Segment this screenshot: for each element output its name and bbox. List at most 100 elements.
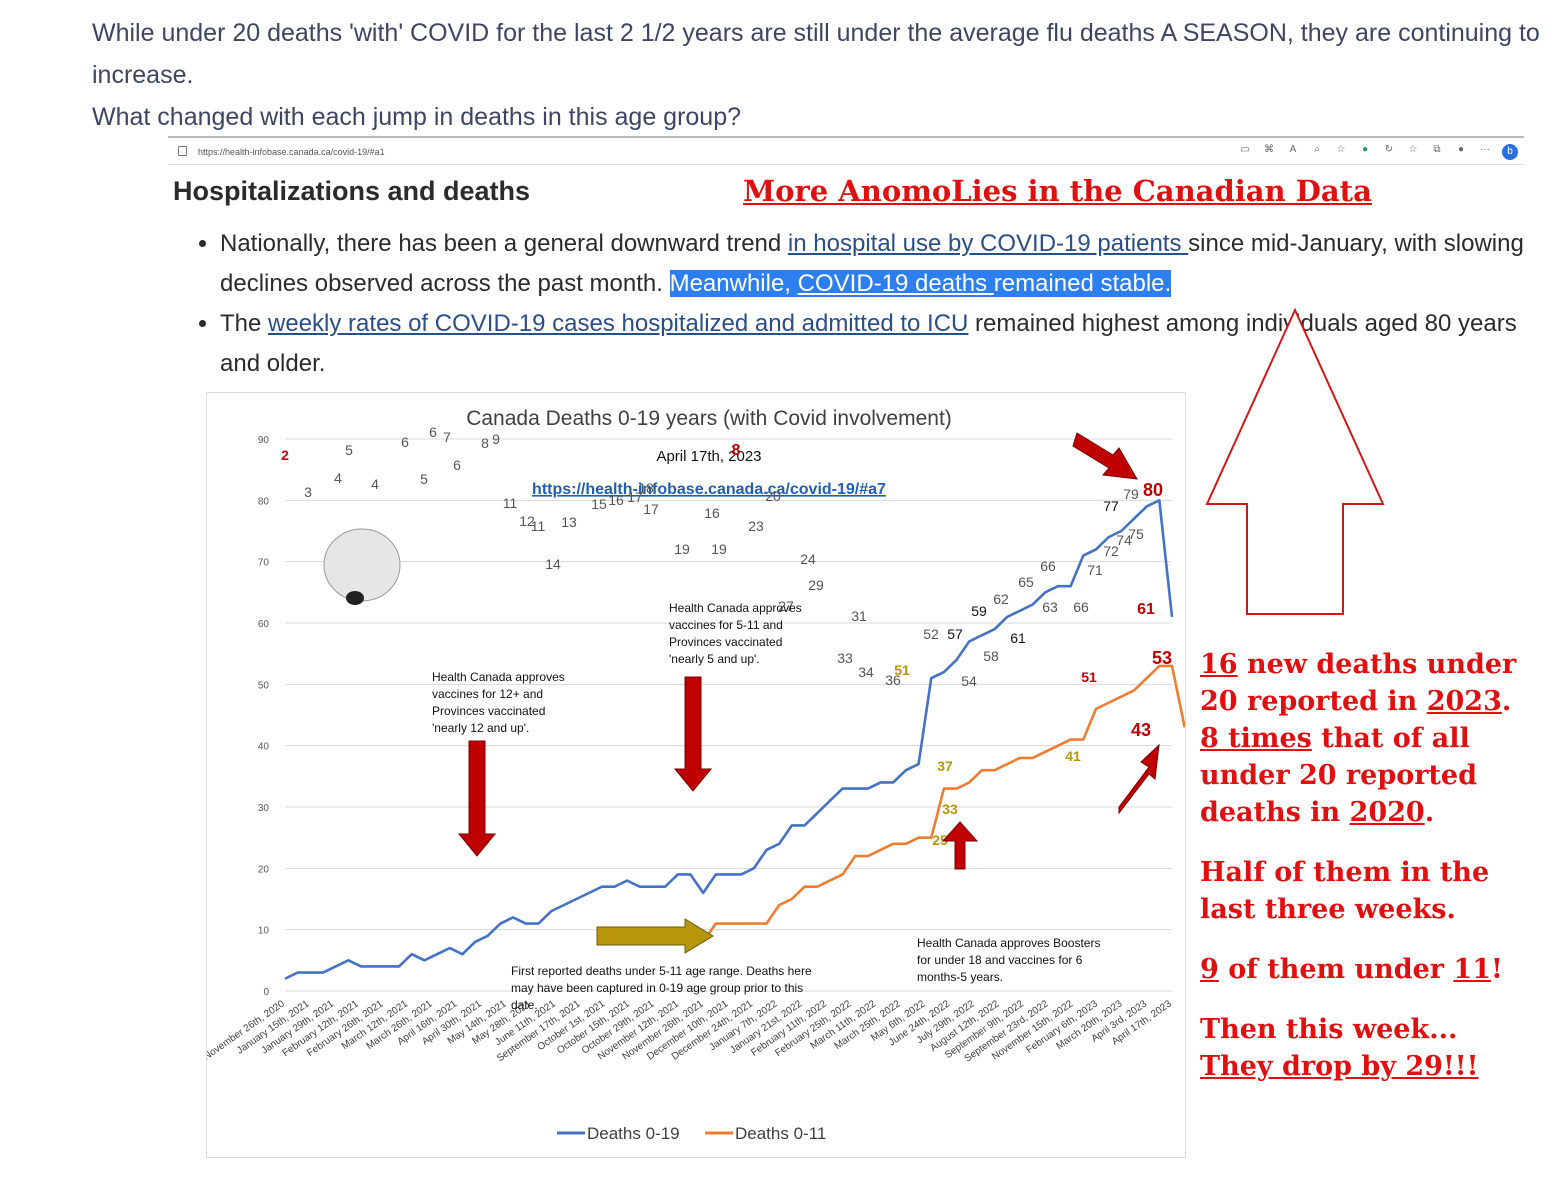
point-label: 61 xyxy=(1137,601,1155,618)
point-label: 16 xyxy=(704,505,720,521)
note-text: ! xyxy=(1491,954,1503,985)
point-label: 71 xyxy=(1087,562,1103,578)
point-label: 11 xyxy=(531,518,546,534)
point-label: 17 xyxy=(643,501,659,517)
legend-label: Deaths 0-19 xyxy=(587,1124,680,1143)
refresh-icon[interactable]: ↻ xyxy=(1384,144,1394,155)
profile-icon[interactable]: ● xyxy=(1457,144,1465,155)
point-label: 18 xyxy=(638,480,654,496)
note-text: . xyxy=(1501,686,1512,717)
annotation-5-11: Health Canada approves vaccines for 5-11 … xyxy=(669,601,802,666)
bullet-text: Nationally, there has been a general dow… xyxy=(220,230,788,257)
point-label: 59 xyxy=(971,603,987,619)
note-text: 2020 xyxy=(1349,797,1425,828)
read-aloud-icon[interactable]: A xyxy=(1289,144,1297,155)
legend-label: Deaths 0-11 xyxy=(735,1124,826,1143)
point-label: 20 xyxy=(765,488,781,504)
browser-toolbar: ▭ ⌘ A ⌕ ☆ ● ↻ ☆ ⧉ ● ··· b xyxy=(1238,144,1518,160)
point-label: 19 xyxy=(711,541,727,557)
point-label: 79 xyxy=(1123,486,1139,502)
y-tick-label: 70 xyxy=(258,558,270,569)
chart-title: Canada Deaths 0-19 years (with Covid inv… xyxy=(466,407,952,430)
point-label: 36 xyxy=(885,672,901,688)
point-label: 31 xyxy=(851,608,867,624)
covid-deaths-link[interactable]: COVID-19 deaths xyxy=(797,270,994,297)
section-title: Hospitalizations and deaths xyxy=(173,176,531,206)
y-tick-label: 20 xyxy=(258,864,270,875)
point-label: 80 xyxy=(1143,480,1163,500)
y-tick-label: 10 xyxy=(258,926,270,937)
note-text: They drop by 29!!! xyxy=(1200,1051,1479,1082)
weekly-rates-link[interactable]: weekly rates of COVID-19 cases hospitali… xyxy=(268,310,969,337)
side-note-2: Half of them in the last three weeks. xyxy=(1200,857,1490,925)
point-label: 2 xyxy=(281,447,289,463)
reader-icon[interactable]: ▭ xyxy=(1240,144,1250,155)
collections-icon[interactable]: ⧉ xyxy=(1433,144,1441,155)
point-label: 51 xyxy=(1081,669,1097,685)
red-down-arrow-5-11 xyxy=(673,676,713,792)
note-text: 16 xyxy=(1200,649,1238,680)
point-label: 53 xyxy=(1152,648,1172,668)
point-label: 9 xyxy=(492,431,500,447)
note-text: 2023 xyxy=(1426,686,1502,717)
point-label: 17 xyxy=(627,489,643,505)
point-label: 15 xyxy=(591,496,607,512)
point-label: 25 xyxy=(932,832,948,848)
side-notes: 16 new deaths under 20 reported in 2023.… xyxy=(1200,646,1530,1108)
note-text: new deaths under 20 reported in xyxy=(1200,649,1517,717)
screenshot: https://health-infobase.canada.ca/covid-… xyxy=(168,136,1524,1176)
point-label: 6 xyxy=(401,434,409,450)
point-label: 16 xyxy=(608,492,624,508)
bing-icon[interactable]: b xyxy=(1502,144,1518,160)
note-text: 9 xyxy=(1200,954,1219,985)
more-button[interactable]: ··· xyxy=(1480,144,1490,155)
tweet-line-2: What changed with each jump in deaths in… xyxy=(92,103,742,131)
bullet-list: Nationally, there has been a general dow… xyxy=(198,224,1540,384)
favorites-icon[interactable]: ☆ xyxy=(1408,144,1418,155)
zoom-icon[interactable]: ⌕ xyxy=(1314,144,1320,155)
extension-icon[interactable]: ● xyxy=(1361,144,1369,155)
hospital-use-link[interactable]: in hospital use by COVID-19 patients xyxy=(787,230,1189,257)
address-url[interactable]: https://health-infobase.canada.ca/covid-… xyxy=(198,147,385,157)
y-tick-label: 50 xyxy=(258,680,270,691)
point-label: 54 xyxy=(961,673,977,689)
favorite-add-icon[interactable]: ☆ xyxy=(1336,144,1346,155)
y-tick-label: 90 xyxy=(258,435,270,446)
note-text: that of all under 20 reported deaths in xyxy=(1200,723,1477,828)
point-label: 24 xyxy=(800,551,816,567)
browser-address-bar[interactable]: https://health-infobase.canada.ca/covid-… xyxy=(168,136,1524,165)
note-text: 8 times xyxy=(1200,723,1312,754)
point-label: 66 xyxy=(1073,599,1089,615)
point-label: 77 xyxy=(1103,498,1119,514)
annotation-12-plus: Health Canada approves vaccines for 12+ a… xyxy=(432,670,565,735)
bullet-text: remained highest among individuals aged … xyxy=(220,310,1517,377)
point-label: 43 xyxy=(1131,720,1151,740)
note-text: . xyxy=(1424,797,1435,828)
point-label: 11 xyxy=(503,495,518,511)
point-label: 75 xyxy=(1128,526,1144,542)
point-label: 62 xyxy=(993,591,1009,607)
bullet-text: Meanwhile, xyxy=(669,270,798,297)
line-chart: Canada Deaths 0-19 years (with Covid inv… xyxy=(195,407,1186,1143)
red-down-arrow-12-plus xyxy=(457,740,497,857)
note-text: Then this week... xyxy=(1200,1014,1458,1045)
grid-icon[interactable]: ⌘ xyxy=(1264,144,1274,155)
point-label: 58 xyxy=(983,648,999,664)
point-label: 61 xyxy=(1010,630,1026,646)
annotation-first-deaths: First reported deaths under 5-11 age ran… xyxy=(511,964,812,1012)
point-label: 57 xyxy=(947,626,963,642)
y-tick-label: 60 xyxy=(258,619,270,630)
red-diag-arrow-top xyxy=(1072,432,1138,480)
point-label: 8 xyxy=(732,442,741,459)
point-label: 74 xyxy=(1116,532,1132,548)
big-red-up-arrow xyxy=(1205,307,1385,615)
point-label: 63 xyxy=(1042,599,1058,615)
point-label: 14 xyxy=(545,556,561,572)
point-label: 33 xyxy=(837,650,853,666)
point-label: 72 xyxy=(1103,543,1119,559)
y-tick-label: 30 xyxy=(258,803,270,814)
annotation-boosters: Health Canada approves Boosters for under… xyxy=(917,936,1100,984)
point-label: 37 xyxy=(937,758,953,774)
side-note-3: 9 of them under 11! xyxy=(1200,951,1530,988)
lock-icon xyxy=(178,146,187,156)
